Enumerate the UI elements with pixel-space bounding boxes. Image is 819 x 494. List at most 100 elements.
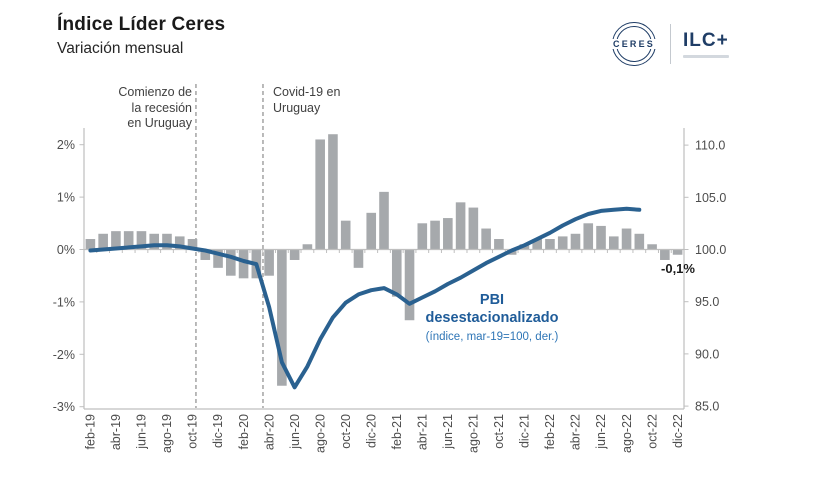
annotation-recession-line3: en Uruguay <box>127 116 192 130</box>
bar-sep-20 <box>328 134 338 250</box>
bar-mar-22 <box>557 236 568 250</box>
bar-mar-21 <box>404 249 415 321</box>
bar-jul-20 <box>302 244 313 250</box>
x-axis-label: oct-20 <box>339 414 353 449</box>
bar-sep-21 <box>481 228 491 250</box>
x-axis-label: dic-19 <box>211 414 225 448</box>
left-axis-label: 2% <box>57 138 75 152</box>
ilc-logo: ILC+ <box>683 30 729 58</box>
bar-ene-22 <box>532 239 542 250</box>
left-axis-label: -3% <box>53 400 75 414</box>
pbi-line <box>88 206 642 390</box>
x-axis-label: jun-20 <box>288 414 302 450</box>
x-axis-label: oct-19 <box>186 414 200 449</box>
bar-jul-22 <box>608 236 619 250</box>
ceres-logo-text: CERES <box>610 39 658 49</box>
bar-jun-22 <box>596 225 606 250</box>
annotation-recession-line1: Comienzo de <box>118 85 192 99</box>
bar-feb-22 <box>545 239 555 250</box>
right-axis-label: 105.0 <box>695 191 726 205</box>
annotation-recession-line2: la recesión <box>131 100 192 115</box>
bar-dic-20 <box>366 212 377 250</box>
bar-ago-20 <box>315 139 325 250</box>
bar-jun-20 <box>289 249 300 260</box>
last-bar-value-label: -0,1% <box>661 261 695 276</box>
left-axis-label: -1% <box>53 295 75 309</box>
bar-dic-19 <box>213 249 223 268</box>
left-axis-label: -2% <box>53 348 75 362</box>
bar-abr-21 <box>417 223 428 250</box>
bar-abr-19 <box>111 231 121 250</box>
x-axis-label: feb-19 <box>84 414 98 449</box>
bar-nov-20 <box>353 249 364 268</box>
x-axis-label: jun-22 <box>594 414 608 450</box>
bar-dic-22 <box>672 249 683 255</box>
bar-ene-21 <box>379 191 389 250</box>
x-axis-label: abr-21 <box>415 414 429 450</box>
page-title: Índice Líder Ceres <box>57 14 226 35</box>
x-axis-label: oct-22 <box>645 414 659 449</box>
ilc-logo-text: ILC+ <box>683 30 729 51</box>
x-axis-label: abr-20 <box>262 414 276 450</box>
page-subtitle: Variación mensual <box>57 40 184 57</box>
x-axis-label: oct-21 <box>492 414 506 449</box>
bar-sep-22 <box>634 233 645 250</box>
x-axis-label: feb-21 <box>390 414 404 449</box>
bar-feb-19 <box>85 239 96 250</box>
left-axis-label: 0% <box>57 243 75 257</box>
bar-jun-19 <box>136 231 147 250</box>
annotation-covid: Covid-19 en Uruguay <box>273 85 373 116</box>
left-axis-label: 1% <box>57 191 75 205</box>
bar-ago-21 <box>468 207 479 250</box>
pbi-series-label-line2: desestacionalizado <box>425 310 559 326</box>
x-axis-label: ago-21 <box>467 414 481 453</box>
bar-may-19 <box>123 231 134 250</box>
right-axis-label: 90.0 <box>695 347 719 361</box>
bar-jul-21 <box>455 202 466 250</box>
x-axis-label: jun-21 <box>441 414 455 450</box>
pbi-series-sublabel: (índice, mar-19=100, der.) <box>425 331 559 343</box>
annotation-covid-line1: Covid-19 en <box>273 85 341 99</box>
ilc-logo-tagline <box>683 55 729 58</box>
x-axis-label: ago-20 <box>313 414 327 453</box>
bar-nov-22 <box>660 249 670 260</box>
pbi-series-label-line1: PBI <box>479 292 505 308</box>
bar-may-22 <box>583 223 594 250</box>
x-axis-label: abr-22 <box>569 414 583 450</box>
bar-may-20 <box>277 249 287 386</box>
right-axis-label: 100.0 <box>695 243 726 257</box>
bar-ene-20 <box>226 249 236 276</box>
bar-ago-22 <box>621 228 632 250</box>
x-axis-label: jun-19 <box>135 414 149 450</box>
right-axis-label: 110.0 <box>695 139 725 153</box>
x-axis-label: dic-22 <box>671 414 685 448</box>
x-axis-label: feb-22 <box>543 414 557 449</box>
x-axis-label: dic-21 <box>518 414 532 448</box>
x-axis-label: feb-20 <box>237 414 251 449</box>
x-axis-label: abr-19 <box>109 414 123 450</box>
annotation-recession: Comienzo de la recesión en Uruguay <box>88 85 192 132</box>
x-axis-label: ago-19 <box>160 414 174 453</box>
bar-jun-21 <box>443 218 453 250</box>
bar-ago-19 <box>162 233 172 250</box>
pbi-series-label: PBI desestacionalizado <box>392 291 592 327</box>
bar-sep-19 <box>174 236 185 250</box>
bar-nov-19 <box>200 249 211 260</box>
bar-abr-22 <box>570 233 581 250</box>
right-axis-label: 95.0 <box>695 295 719 309</box>
logo: CERES ILC+ <box>610 22 729 66</box>
bar-oct-20 <box>340 220 351 250</box>
right-axis-label: 85.0 <box>695 400 719 414</box>
bar-feb-20 <box>238 249 249 279</box>
x-axis-label: dic-20 <box>364 414 378 448</box>
bar-jul-19 <box>149 233 160 250</box>
bar-feb-21 <box>391 249 402 297</box>
annotation-covid-line2: Uruguay <box>273 100 321 115</box>
bar-mar-19 <box>98 233 108 250</box>
x-axis-label: ago-22 <box>620 414 634 453</box>
bar-oct-22 <box>647 244 657 250</box>
ceres-logo: CERES <box>610 22 658 66</box>
bar-abr-20 <box>264 249 274 276</box>
